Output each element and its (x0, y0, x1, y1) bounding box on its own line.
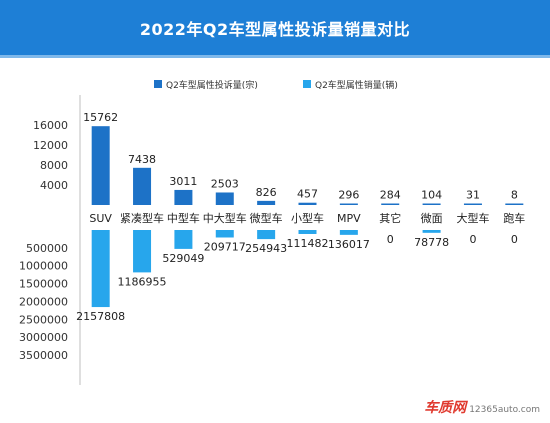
sales-bar (215, 230, 234, 238)
title-bar: 2022年Q2车型属性投诉量销量对比 (0, 0, 550, 58)
sales-value-label: 136017 (328, 238, 370, 251)
watermark: 车质网 12365auto.com (424, 397, 540, 417)
watermark-url: 12365auto.com (469, 405, 540, 415)
complaint-value-label: 826 (256, 186, 277, 199)
watermark-logo: 车质网 (424, 400, 467, 416)
complaint-bar (339, 203, 358, 205)
category-label: 大型车 (456, 211, 489, 225)
y-tick-label-lower: 500000 (26, 242, 68, 255)
chart-title: 2022年Q2车型属性投诉量销量对比 (139, 19, 411, 39)
category-label: SUV (89, 212, 112, 225)
legend-swatch-sales (303, 80, 311, 88)
category-label: 小型车 (291, 211, 324, 225)
complaint-bar (174, 189, 193, 205)
y-tick-label-lower: 2000000 (19, 295, 68, 308)
complaint-bar (91, 126, 110, 205)
complaint-value-label: 296 (338, 189, 359, 202)
sales-value-label: 2157808 (76, 310, 125, 323)
complaint-value-label: 2503 (211, 177, 239, 190)
y-tick-label-lower: 3500000 (19, 349, 68, 362)
complaint-bar (463, 203, 482, 205)
sales-value-label: 0 (511, 233, 518, 246)
sales-value-label: 0 (469, 233, 476, 246)
y-tick-label-lower: 2500000 (19, 313, 68, 326)
legend-label-complaints: Q2车型属性投诉量(宗) (166, 79, 258, 91)
complaint-value-label: 457 (297, 188, 318, 201)
complaint-value-label: 3011 (169, 175, 197, 188)
category-label: 跑车 (503, 211, 525, 225)
complaint-bar (505, 203, 524, 205)
complaint-bar (422, 203, 441, 205)
y-tick-label-lower: 3000000 (19, 331, 68, 344)
complaint-value-label: 31 (466, 189, 480, 202)
sales-bar (422, 230, 441, 233)
category-label: 紧凑型车 (120, 211, 164, 225)
sales-value-label: 78778 (414, 236, 449, 249)
y-tick-label-upper: 16000 (33, 119, 68, 132)
complaint-value-label: 7438 (128, 153, 156, 166)
sales-value-label: 1186955 (118, 275, 167, 288)
legend-label-sales: Q2车型属性销量(辆) (315, 79, 398, 91)
category-label: MPV (337, 212, 361, 225)
category-label: 中大型车 (203, 211, 247, 225)
y-tick-label-upper: 12000 (33, 139, 68, 152)
sales-bar (91, 230, 110, 308)
sales-value-label: 254943 (245, 242, 287, 255)
sales-bar (298, 230, 317, 234)
sales-bar (257, 230, 276, 240)
category-label: 其它 (379, 211, 401, 225)
complaint-bar (257, 200, 276, 205)
complaint-value-label: 284 (380, 189, 401, 202)
sales-bar (174, 230, 193, 249)
category-label: 微面 (421, 211, 443, 225)
complaint-bar (381, 203, 400, 205)
legend-swatch-complaints (154, 80, 162, 88)
y-tick-label-upper: 8000 (40, 159, 68, 172)
complaint-value-label: 8 (511, 189, 518, 202)
category-label: 微型车 (250, 211, 283, 225)
complaint-bar (298, 202, 317, 205)
chart-canvas: 4000800012000160005000001000000150000020… (19, 79, 525, 385)
category-label: 中型车 (167, 211, 200, 225)
complaint-bar (215, 192, 234, 205)
y-tick-label-upper: 4000 (40, 179, 68, 192)
sales-bar (339, 230, 358, 235)
sales-value-label: 529049 (162, 252, 204, 265)
y-tick-label-lower: 1500000 (19, 278, 68, 291)
complaint-value-label: 104 (421, 189, 442, 202)
sales-value-label: 209717 (204, 240, 246, 253)
sales-value-label: 0 (387, 233, 394, 246)
sales-value-label: 111482 (287, 237, 329, 250)
y-tick-label-lower: 1000000 (19, 260, 68, 273)
sales-bar (133, 230, 152, 273)
complaint-value-label: 15762 (83, 111, 118, 124)
complaint-bar (133, 167, 152, 205)
